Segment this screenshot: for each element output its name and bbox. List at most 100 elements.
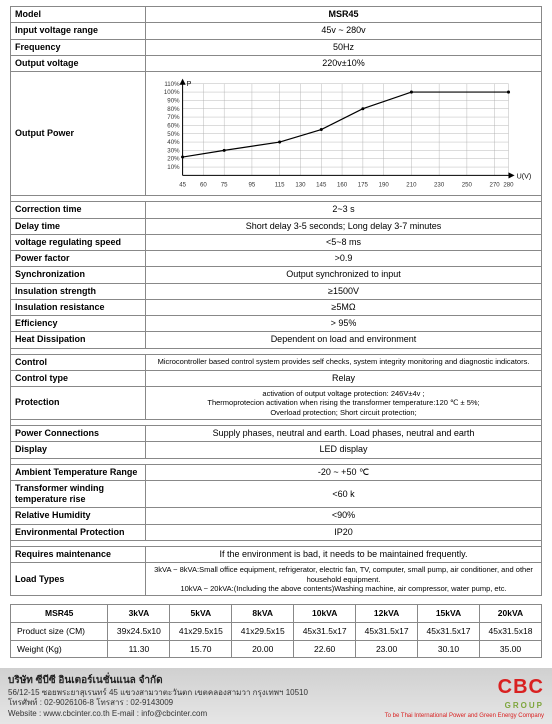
svg-text:95: 95 bbox=[249, 182, 256, 189]
spec-value: 220v±10% bbox=[146, 55, 542, 71]
spec-label: Insulation strength bbox=[11, 283, 146, 299]
svg-text:50%: 50% bbox=[167, 131, 180, 138]
spec-label: Frequency bbox=[11, 39, 146, 55]
spec-value: -20 ~ +50 ℃ bbox=[146, 464, 542, 480]
size-cell: 45x31.5x17 bbox=[418, 622, 480, 640]
spec-value: <5~8 ms bbox=[146, 234, 542, 250]
spec-value: ≥5MΩ bbox=[146, 299, 542, 315]
size-cell: 45x31.5x17 bbox=[356, 622, 418, 640]
spec-value: activation of output voltage protection:… bbox=[146, 387, 542, 420]
company-web: Website : www.cbcinter.co.th E-mail : in… bbox=[8, 709, 308, 720]
output-power-label: Output Power bbox=[11, 72, 146, 196]
size-col-header: 3kVA bbox=[108, 605, 170, 623]
spec-label: Insulation resistance bbox=[11, 299, 146, 315]
svg-text:280: 280 bbox=[503, 182, 514, 189]
size-cell: 11.30 bbox=[108, 640, 170, 658]
spec-value: Supply phases, neutral and earth. Load p… bbox=[146, 426, 542, 442]
svg-text:P: P bbox=[187, 80, 192, 88]
size-cell: 35.00 bbox=[479, 640, 541, 658]
size-cell: 23.00 bbox=[356, 640, 418, 658]
size-row-label: Product size (CM) bbox=[11, 622, 108, 640]
spec-value: Relay bbox=[146, 370, 542, 386]
svg-text:115: 115 bbox=[275, 182, 285, 189]
size-row-label: Weight (Kg) bbox=[11, 640, 108, 658]
footer: บริษัท ซีบีซี อินเตอร์เนชั่นแนล จำกัด 56… bbox=[0, 668, 552, 724]
svg-text:270: 270 bbox=[490, 182, 501, 189]
spec-label: Protection bbox=[11, 387, 146, 420]
svg-text:10%: 10% bbox=[167, 164, 180, 171]
company-phone: โทรศัพท์ : 02-9026106-8 โทรสาร : 02-9143… bbox=[8, 698, 308, 709]
size-cell: 45x31.5x17 bbox=[294, 622, 356, 640]
spec-label: Display bbox=[11, 442, 146, 458]
spec-label: Correction time bbox=[11, 202, 146, 218]
logo-group: GROUP bbox=[385, 701, 544, 712]
svg-text:60: 60 bbox=[200, 182, 207, 189]
spec-value: <90% bbox=[146, 508, 542, 524]
size-cell: 20.00 bbox=[232, 640, 294, 658]
spec-value: >0.9 bbox=[146, 251, 542, 267]
svg-text:75: 75 bbox=[221, 182, 228, 189]
spec-label: Input voltage range bbox=[11, 23, 146, 39]
spec-value: Output synchronized to input bbox=[146, 267, 542, 283]
svg-text:U(V): U(V) bbox=[517, 172, 532, 180]
spec-value: Dependent on load and environment bbox=[146, 332, 542, 348]
svg-text:60%: 60% bbox=[167, 122, 180, 129]
svg-text:145: 145 bbox=[316, 182, 327, 189]
output-power-chart: 10%20% 30%40%50% 60%70%80% 90%100%110% 45 60 7… bbox=[146, 72, 542, 196]
size-col-header: 5kVA bbox=[170, 605, 232, 623]
svg-text:250: 250 bbox=[462, 182, 473, 189]
spec-label: Load Types bbox=[11, 563, 146, 596]
model-value: MSR45 bbox=[146, 7, 542, 23]
size-col-header: 12kVA bbox=[356, 605, 418, 623]
spec-value: IP20 bbox=[146, 524, 542, 540]
spec-label: Requires maintenance bbox=[11, 546, 146, 562]
svg-text:130: 130 bbox=[295, 182, 306, 189]
model-label: Model bbox=[11, 7, 146, 23]
svg-text:230: 230 bbox=[434, 182, 445, 189]
svg-text:40%: 40% bbox=[167, 139, 180, 146]
spec-label: Synchronization bbox=[11, 267, 146, 283]
size-col-header: 8kVA bbox=[232, 605, 294, 623]
size-col-header: 20kVA bbox=[479, 605, 541, 623]
size-cell: 15.70 bbox=[170, 640, 232, 658]
svg-text:175: 175 bbox=[358, 182, 369, 189]
svg-text:80%: 80% bbox=[167, 106, 180, 113]
size-cell: 41x29.5x15 bbox=[232, 622, 294, 640]
svg-text:45: 45 bbox=[179, 182, 186, 189]
svg-text:90%: 90% bbox=[167, 97, 180, 104]
spec-value: Microcontroller based control system pro… bbox=[146, 354, 542, 370]
svg-text:210: 210 bbox=[406, 182, 417, 189]
size-cell: 45x31.5x18 bbox=[479, 622, 541, 640]
spec-value: LED display bbox=[146, 442, 542, 458]
spec-label: Heat Dissipation bbox=[11, 332, 146, 348]
svg-text:20%: 20% bbox=[167, 156, 180, 163]
svg-text:160: 160 bbox=[337, 182, 348, 189]
spec-value: If the environment is bad, it needs to b… bbox=[146, 546, 542, 562]
spec-label: Environmental Protection bbox=[11, 524, 146, 540]
size-col-header: 15kVA bbox=[418, 605, 480, 623]
svg-text:30%: 30% bbox=[167, 147, 180, 154]
size-col-header: 10kVA bbox=[294, 605, 356, 623]
spec-value: <60 k bbox=[146, 480, 542, 508]
company-address: 56/12-15 ซอยพระยาสุเรนทร์ 45 แขวงสามวาตะ… bbox=[8, 688, 308, 699]
company-name: บริษัท ซีบีซี อินเตอร์เนชั่นแนล จำกัด bbox=[8, 674, 308, 688]
size-cell: 39x24.5x10 bbox=[108, 622, 170, 640]
spec-label: Power factor bbox=[11, 251, 146, 267]
spec-value: ≥1500V bbox=[146, 283, 542, 299]
svg-text:110%: 110% bbox=[164, 81, 180, 88]
spec-label: Ambient Temperature Range bbox=[11, 464, 146, 480]
spec-label: Transformer winding temperature rise bbox=[11, 480, 146, 508]
spec-value: Short delay 3-5 seconds; Long delay 3-7 … bbox=[146, 218, 542, 234]
size-cell: 41x29.5x15 bbox=[170, 622, 232, 640]
spec-label: voltage regulating speed bbox=[11, 234, 146, 250]
svg-text:100%: 100% bbox=[164, 89, 180, 96]
logo: CBC bbox=[385, 674, 544, 701]
spec-value: 2~3 s bbox=[146, 202, 542, 218]
size-table: MSR453kVA5kVA8kVA10kVA12kVA15kVA20kVA Pr… bbox=[10, 604, 542, 658]
spec-label: Efficiency bbox=[11, 316, 146, 332]
svg-text:70%: 70% bbox=[167, 114, 180, 121]
spec-label: Control type bbox=[11, 370, 146, 386]
size-cell: 30.10 bbox=[418, 640, 480, 658]
spec-value: 3kVA ~ 8kVA:Small office equipment, refr… bbox=[146, 563, 542, 596]
spec-value: > 95% bbox=[146, 316, 542, 332]
